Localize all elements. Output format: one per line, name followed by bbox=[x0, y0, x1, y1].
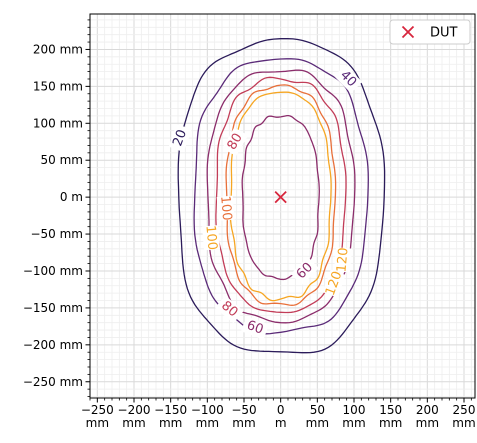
contour-label-bg bbox=[333, 247, 353, 273]
x-tick-label: 100 mm bbox=[342, 403, 365, 430]
x-tick-label: 250 mm bbox=[452, 403, 475, 430]
y-tick-label: 50 mm bbox=[41, 153, 83, 167]
legend-box bbox=[389, 19, 471, 45]
legend-label: DUT bbox=[430, 26, 458, 41]
contour-label-bg bbox=[222, 127, 249, 157]
plot-frame bbox=[89, 13, 476, 399]
contour-label-bg bbox=[216, 195, 235, 221]
contour-label: 20 bbox=[170, 128, 190, 149]
x-tick-label: 200 mm bbox=[416, 403, 439, 430]
contour-label-bg bbox=[322, 269, 346, 298]
x-tick-label: −200 mm bbox=[118, 403, 151, 430]
x-tick-label: 150 mm bbox=[379, 403, 402, 430]
x-tick-label: −50 mm bbox=[231, 403, 256, 430]
contour-line-40 bbox=[193, 58, 369, 335]
contour-label-bg bbox=[290, 256, 320, 286]
y-tick-label: 150 mm bbox=[33, 79, 83, 93]
contour-label: 80 bbox=[225, 131, 246, 153]
dut-marker-point bbox=[274, 191, 287, 204]
x-tick-label: 50 mm bbox=[306, 403, 329, 430]
legend-marker bbox=[401, 25, 415, 39]
y-tick-label: 200 mm bbox=[33, 42, 83, 56]
y-tick-label: −200 mm bbox=[23, 338, 83, 352]
contour-line-20 bbox=[177, 38, 386, 354]
contour-label-bg bbox=[201, 225, 221, 251]
contour-label: 100 bbox=[217, 195, 234, 221]
contour-label-bg bbox=[240, 316, 270, 340]
y-tick-label: −250 mm bbox=[23, 375, 83, 389]
contour-line-60 bbox=[206, 69, 356, 324]
contour-label: 120 bbox=[334, 247, 351, 273]
axes: −250 mm−200 mm−150 mm−100 mm −50 mm 0 m 50 mm 100 mm… bbox=[23, 19, 476, 430]
x-tick-label: −150 mm bbox=[154, 403, 187, 430]
contour-label: 100 bbox=[202, 225, 219, 251]
contour-line-100 bbox=[225, 84, 337, 306]
y-tick-label: 0 m bbox=[60, 190, 83, 204]
contour-line-80 bbox=[215, 76, 347, 314]
y-tick-label: −150 mm bbox=[23, 301, 83, 315]
x-tick-label: −250 mm bbox=[81, 403, 114, 430]
dut-marker bbox=[274, 191, 287, 204]
y-tick-label: −100 mm bbox=[23, 264, 83, 278]
y-tick-label: −50 mm bbox=[30, 227, 83, 241]
legend: DUT bbox=[389, 19, 471, 45]
x-tick-label: −100 mm bbox=[191, 403, 224, 430]
contour-label-bg bbox=[333, 64, 363, 94]
contour-label: 60 bbox=[245, 318, 266, 338]
contour-label-bg bbox=[214, 295, 244, 324]
y-tick-label: 100 mm bbox=[33, 116, 83, 130]
contour-label-bg bbox=[168, 124, 192, 153]
